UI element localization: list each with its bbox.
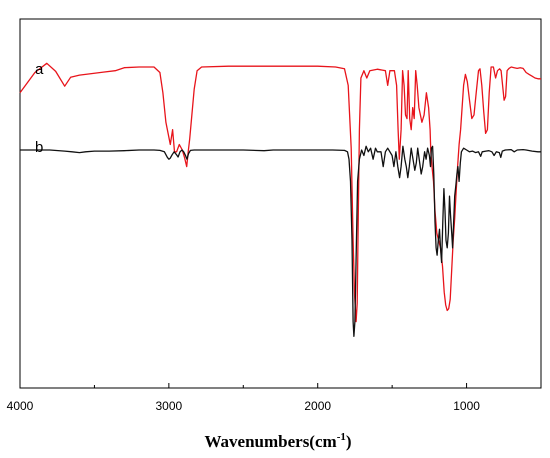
x-tick-label: 4000 [7,399,34,413]
series-label-b: b [35,139,43,156]
x-axis-ticks [19,383,542,388]
series-label-a: a [35,61,44,78]
x-axis-title: Wavenumbers(cm-1) [204,431,351,451]
x-tick-label: 1000 [453,399,480,413]
series-lines [19,62,541,337]
x-axis-tick-labels: 4000 3000 2000 1000 [7,399,481,413]
x-tick-label: 2000 [304,399,331,413]
series-line-a [19,62,541,323]
x-tick-label: 3000 [156,399,183,413]
x-axis-title-close: ) [346,432,352,451]
x-axis-title-main: Wavenumbers(cm [204,432,336,451]
plot-frame [19,18,542,389]
x-axis-title-superscript: -1 [337,431,346,443]
series-line-b [20,145,541,337]
